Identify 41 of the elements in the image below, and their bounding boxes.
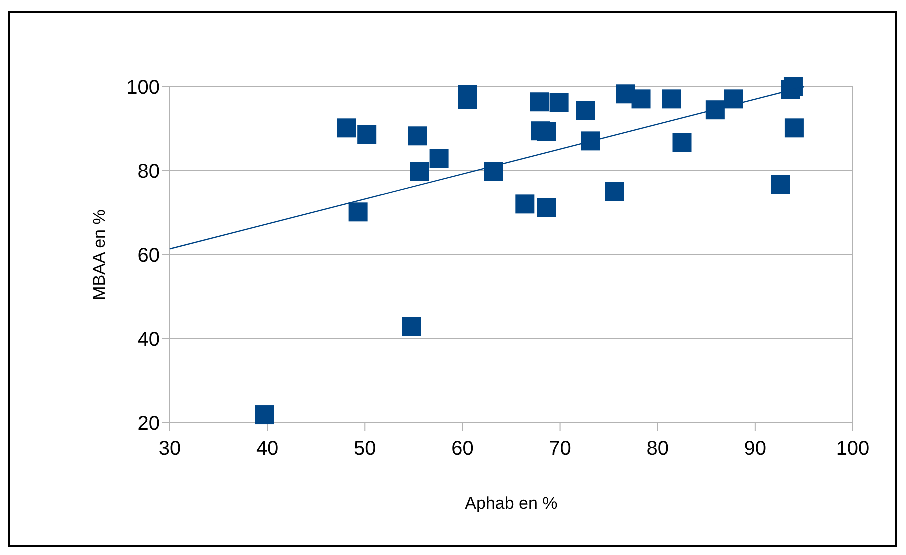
point	[530, 92, 550, 112]
y-tick-label: 80	[138, 161, 160, 183]
point	[516, 194, 535, 214]
point	[550, 93, 569, 112]
x-tick-label: 90	[744, 438, 767, 460]
x-tick-label: 30	[158, 438, 182, 460]
point	[724, 90, 744, 109]
x-tick-label: 80	[646, 438, 669, 460]
point	[784, 118, 804, 138]
point	[408, 126, 428, 146]
point	[337, 118, 356, 138]
point	[537, 122, 556, 142]
point	[358, 125, 377, 144]
y-tick-label: 60	[138, 245, 160, 267]
point	[410, 162, 430, 182]
point	[402, 317, 422, 336]
x-tick-label: 100	[836, 438, 870, 460]
point	[771, 175, 790, 194]
point	[605, 182, 624, 202]
point	[781, 80, 800, 100]
point	[706, 100, 725, 120]
point	[537, 198, 556, 218]
x-tick-label: 70	[549, 438, 572, 460]
y-tick-label: 20	[138, 413, 160, 435]
x-tick-label: 40	[256, 438, 279, 460]
point	[458, 90, 478, 110]
y-tick-label: 40	[138, 329, 160, 351]
point	[662, 90, 682, 109]
point	[576, 101, 596, 120]
point	[484, 162, 504, 182]
point	[430, 149, 449, 168]
point	[632, 90, 651, 109]
point	[581, 132, 600, 151]
x-axis-title: Aphab en %	[465, 494, 558, 513]
y-axis-title: MBAA en %	[90, 210, 109, 300]
point	[255, 406, 274, 425]
x-tick-label: 60	[452, 438, 474, 460]
point	[348, 202, 368, 222]
point	[672, 133, 692, 152]
y-tick-label: 100	[126, 77, 160, 99]
x-tick-label: 50	[354, 438, 376, 460]
